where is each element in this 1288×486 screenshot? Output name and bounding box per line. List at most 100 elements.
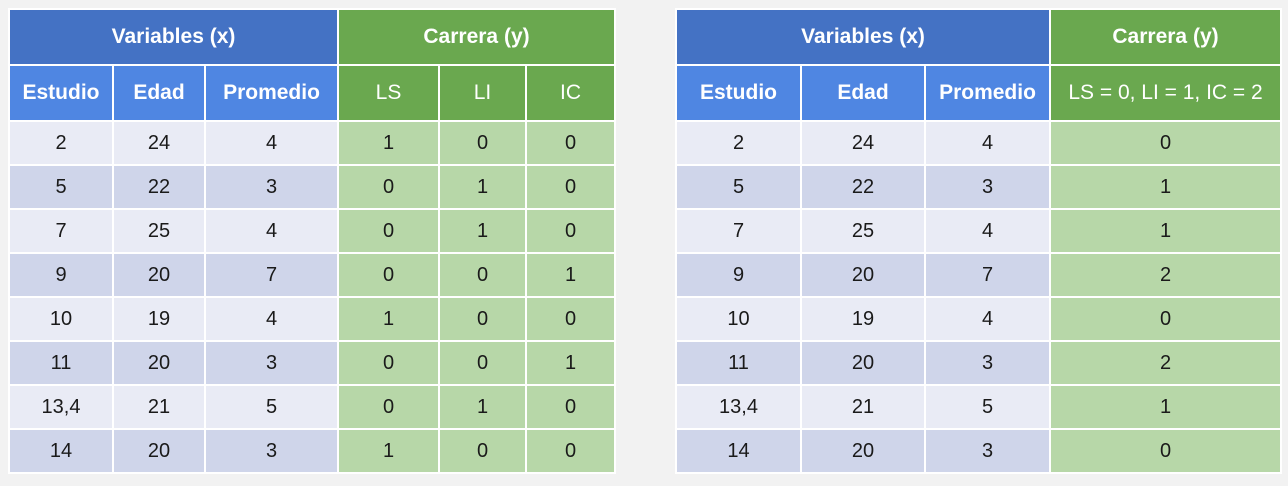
column-header: IC [525,64,617,122]
table-cell: 5 [923,384,1052,430]
column-header: LS [337,64,441,122]
table-row: 2 24 4 0 [675,120,1283,166]
table-cell: 4 [203,120,340,166]
table-cell: 21 [112,384,206,430]
table-cell: 1 [337,428,441,474]
table-cell: 0 [438,296,528,342]
table-row: 10 19 4 0 [675,296,1283,342]
table-cell: 1 [1049,164,1283,210]
table-cell: 0 [438,340,528,386]
column-header: Estudio [8,64,114,122]
table-row: 13,4 21 5 0 1 0 [8,384,617,430]
column-header: LS = 0, LI = 1, IC = 2 [1049,64,1283,122]
table-cell: 0 [1049,296,1283,342]
table-cell: 9 [8,252,114,298]
table-cell: 25 [112,208,206,254]
table-cell: 0 [438,252,528,298]
table-cell: 21 [800,384,926,430]
table-cell: 7 [8,208,114,254]
table-cell: 0 [337,340,441,386]
table-cell: 4 [923,296,1052,342]
column-header: LI [438,64,528,122]
table-cell: 2 [1049,252,1283,298]
table-row: 9 20 7 0 0 1 [8,252,617,298]
table-row: 9 20 7 2 [675,252,1283,298]
table-cell: 0 [438,120,528,166]
table-cell: 13,4 [8,384,114,430]
table-cell: 1 [1049,208,1283,254]
table-cell: 14 [675,428,802,474]
table-cell: 20 [112,340,206,386]
table-cell: 13,4 [675,384,802,430]
table-row: 5 22 3 0 1 0 [8,164,617,210]
table-row: 13,4 21 5 1 [675,384,1283,430]
table-cell: 10 [8,296,114,342]
table-cell: 9 [675,252,802,298]
table-cell: 20 [112,428,206,474]
table-cell: 0 [337,252,441,298]
column-header: Edad [112,64,206,122]
table-cell: 7 [675,208,802,254]
table-cell: 0 [525,384,617,430]
table-cell: 1 [438,384,528,430]
table-cell: 3 [923,164,1052,210]
group-header-y: Carrera (y) [1049,8,1283,66]
table-cell: 7 [923,252,1052,298]
table-cell: 0 [525,208,617,254]
table-cell: 0 [337,384,441,430]
table-cell: 20 [112,252,206,298]
table-row: 14 20 3 0 [675,428,1283,474]
table-row: 14 20 3 1 0 0 [8,428,617,474]
table-cell: 19 [800,296,926,342]
table-cell: 0 [337,208,441,254]
label-encoded-table: Variables (x) Carrera (y) Estudio Edad P… [674,8,1283,474]
column-header: Promedio [203,64,340,122]
table-row: 7 25 4 0 1 0 [8,208,617,254]
table-cell: 3 [923,428,1052,474]
table-cell: 0 [525,296,617,342]
table-body: 2 24 4 1 0 0 5 22 3 0 1 0 7 25 4 0 1 0 9 20 7 0 0 1 10 19 4 1 0 0 11 20… [8,120,617,474]
table-cell: 5 [203,384,340,430]
table-cell: 3 [203,428,340,474]
table-cell: 2 [8,120,114,166]
table-cell: 11 [675,340,802,386]
group-header-x: Variables (x) [7,8,340,66]
table-cell: 0 [337,164,441,210]
table-cell: 1 [438,208,528,254]
table-cell: 0 [1049,428,1283,474]
group-header-y: Carrera (y) [337,8,617,66]
table-cell: 0 [525,164,617,210]
table-cell: 2 [1049,340,1283,386]
table-cell: 22 [112,164,206,210]
group-header-x: Variables (x) [674,8,1052,66]
table-cell: 20 [800,252,926,298]
table-cell: 0 [438,428,528,474]
table-row: 10 19 4 1 0 0 [8,296,617,342]
table-cell: 1 [337,120,441,166]
table-cell: 1 [337,296,441,342]
table-row: 5 22 3 1 [675,164,1283,210]
table-cell: 19 [112,296,206,342]
table-cell: 22 [800,164,926,210]
table-cell: 24 [112,120,206,166]
table-row: 11 20 3 0 0 1 [8,340,617,386]
table-body: 2 24 4 0 5 22 3 1 7 25 4 1 9 20 7 2 10 19 4 0 11 20 3 2 13,4 21 5 1… [675,120,1283,474]
table-cell: 14 [8,428,114,474]
table-cell: 0 [525,428,617,474]
table-cell: 20 [800,340,926,386]
table-cell: 20 [800,428,926,474]
table-row: 2 24 4 1 0 0 [8,120,617,166]
table-cell: 4 [923,208,1052,254]
column-header: Edad [800,64,926,122]
table-cell: 1 [525,252,617,298]
table-cell: 3 [203,164,340,210]
table-cell: 5 [8,164,114,210]
table-cell: 3 [923,340,1052,386]
table-cell: 24 [800,120,926,166]
table-cell: 1 [438,164,528,210]
table-cell: 11 [8,340,114,386]
table-cell: 4 [923,120,1052,166]
table-cell: 0 [525,120,617,166]
table-cell: 5 [675,164,802,210]
table-cell: 1 [525,340,617,386]
